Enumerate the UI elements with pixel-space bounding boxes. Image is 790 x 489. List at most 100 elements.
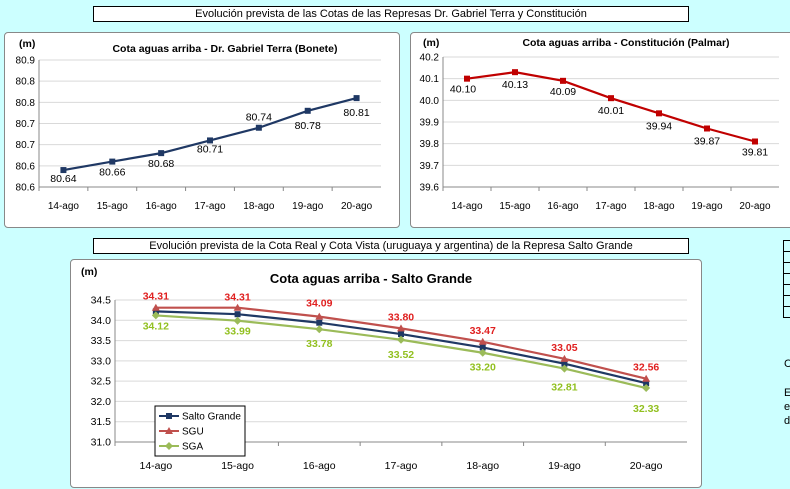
y-axis-unit-label: (m) [81, 266, 97, 278]
data-label: 32.81 [551, 382, 577, 394]
data-label: 34.31 [224, 292, 250, 304]
y-axis-unit-label: (m) [19, 38, 35, 50]
data-point [234, 311, 241, 318]
data-point [233, 316, 242, 325]
legend-marker [166, 413, 172, 419]
legend-label: Salto Grande [182, 412, 241, 423]
y-tick-label: 34.5 [91, 295, 112, 307]
x-tick-label: 20-ago [630, 460, 663, 472]
side-text-fragment-2: E [784, 387, 790, 399]
data-point [752, 138, 758, 145]
x-tick-label: 15-ago [97, 201, 129, 212]
chart-bonete: 80.6 80.6 80.7 80.7 80.8 80.8 80.9 14-ago 15-ago… [16, 38, 381, 212]
data-label: 80.68 [148, 158, 174, 170]
data-label: 39.87 [694, 136, 720, 148]
data-point [353, 95, 360, 102]
chart-palmar: 39.6 39.7 39.8 39.9 40.0 40.1 40.2 14-ago 15-ago… [420, 37, 779, 212]
banner-bottom: Evolución prevista de la Cota Real y Cot… [93, 238, 689, 254]
x-tick-label: 15-ago [499, 201, 531, 212]
data-label: 40.13 [502, 79, 528, 91]
data-point [316, 319, 323, 326]
data-point [158, 150, 165, 157]
y-tick-label: 80.8 [16, 77, 36, 88]
y-tick-label: 39.9 [420, 118, 440, 129]
data-point [151, 303, 160, 311]
data-label: 33.99 [224, 326, 250, 338]
legend-label: SGU [182, 427, 204, 438]
data-label: 80.71 [197, 143, 223, 155]
chart-title: Cota aguas arriba - Dr. Gabriel Terra (B… [112, 43, 337, 55]
y-axis-unit-label: (m) [423, 37, 439, 49]
data-label: 80.74 [246, 112, 272, 124]
data-point [478, 337, 487, 345]
y-tick-label: 40.0 [420, 96, 440, 107]
y-tick-label: 33.5 [91, 335, 112, 347]
data-point [151, 311, 160, 320]
y-tick-label: 80.7 [16, 140, 36, 151]
x-tick-label: 16-ago [303, 460, 336, 472]
chart-title: Cota aguas arriba - Salto Grande [270, 271, 472, 286]
data-point [512, 69, 518, 76]
side-text-fragment-1: C [784, 358, 790, 370]
data-point [233, 303, 242, 311]
data-point [656, 110, 662, 117]
side-text-fragment-3: e [784, 401, 790, 413]
data-point [561, 360, 568, 367]
data-label: 33.20 [470, 362, 496, 374]
data-point [398, 331, 404, 338]
y-tick-label: 32.0 [91, 396, 112, 408]
data-label: 33.78 [306, 338, 332, 350]
data-point [304, 107, 311, 114]
y-tick-label: 39.6 [420, 183, 440, 194]
data-point [152, 308, 159, 315]
data-point [704, 125, 710, 132]
data-point [560, 354, 569, 362]
x-tick-label: 16-ago [146, 201, 178, 212]
legend-label: SGA [182, 442, 203, 453]
data-point [255, 124, 262, 131]
data-label: 32.33 [633, 403, 659, 415]
y-tick-label: 80.6 [16, 183, 36, 194]
data-label: 80.64 [50, 173, 76, 185]
x-tick-label: 17-ago [595, 201, 627, 212]
x-tick-label: 17-ago [385, 460, 418, 472]
x-tick-label: 20-ago [341, 201, 373, 212]
data-point [315, 325, 324, 334]
x-tick-label: 18-ago [243, 201, 275, 212]
chart-salto: 31.0 31.5 32.0 32.5 33.0 33.5 34.0 34.5 14-ago 15… [81, 266, 687, 472]
data-point [479, 344, 486, 351]
x-tick-label: 16-ago [547, 201, 579, 212]
x-tick-label: 14-ago [451, 201, 483, 212]
y-tick-label: 80.7 [16, 119, 36, 130]
data-point [60, 167, 67, 174]
y-tick-label: 40.1 [420, 74, 440, 85]
chart-panel-bonete: 80.6 80.6 80.7 80.7 80.8 80.8 80.9 14-ago 15-ago… [4, 32, 400, 228]
legend-marker [165, 442, 173, 450]
x-tick-label: 18-ago [643, 201, 675, 212]
y-tick-label: 80.6 [16, 161, 36, 172]
data-point [643, 380, 650, 387]
data-label: 33.47 [470, 325, 496, 337]
data-label: 80.78 [295, 120, 321, 132]
data-label: 40.01 [598, 105, 624, 117]
data-point [478, 348, 487, 357]
y-tick-label: 40.2 [420, 53, 440, 64]
y-tick-label: 31.0 [91, 437, 112, 449]
series-line-bonete [63, 97, 357, 172]
data-label: 34.09 [306, 298, 332, 310]
legend-marker [165, 427, 173, 434]
data-label: 33.52 [388, 349, 414, 361]
x-tick-label: 19-ago [292, 201, 324, 212]
x-tick-label: 20-ago [739, 201, 771, 212]
chart-panel-salto: 31.0 31.5 32.0 32.5 33.0 33.5 34.0 34.5 14-ago 15… [70, 259, 702, 488]
data-point [560, 364, 569, 373]
x-tick-label: 17-ago [194, 201, 226, 212]
data-label: 34.31 [143, 291, 169, 303]
x-tick-label: 18-ago [466, 460, 499, 472]
x-tick-label: 14-ago [140, 460, 173, 472]
banner-top: Evolución prevista de las Cotas de las R… [93, 6, 689, 22]
y-tick-label: 31.5 [91, 416, 112, 428]
x-tick-label: 14-ago [48, 201, 80, 212]
y-tick-label: 80.8 [16, 98, 36, 109]
data-point [642, 384, 651, 393]
